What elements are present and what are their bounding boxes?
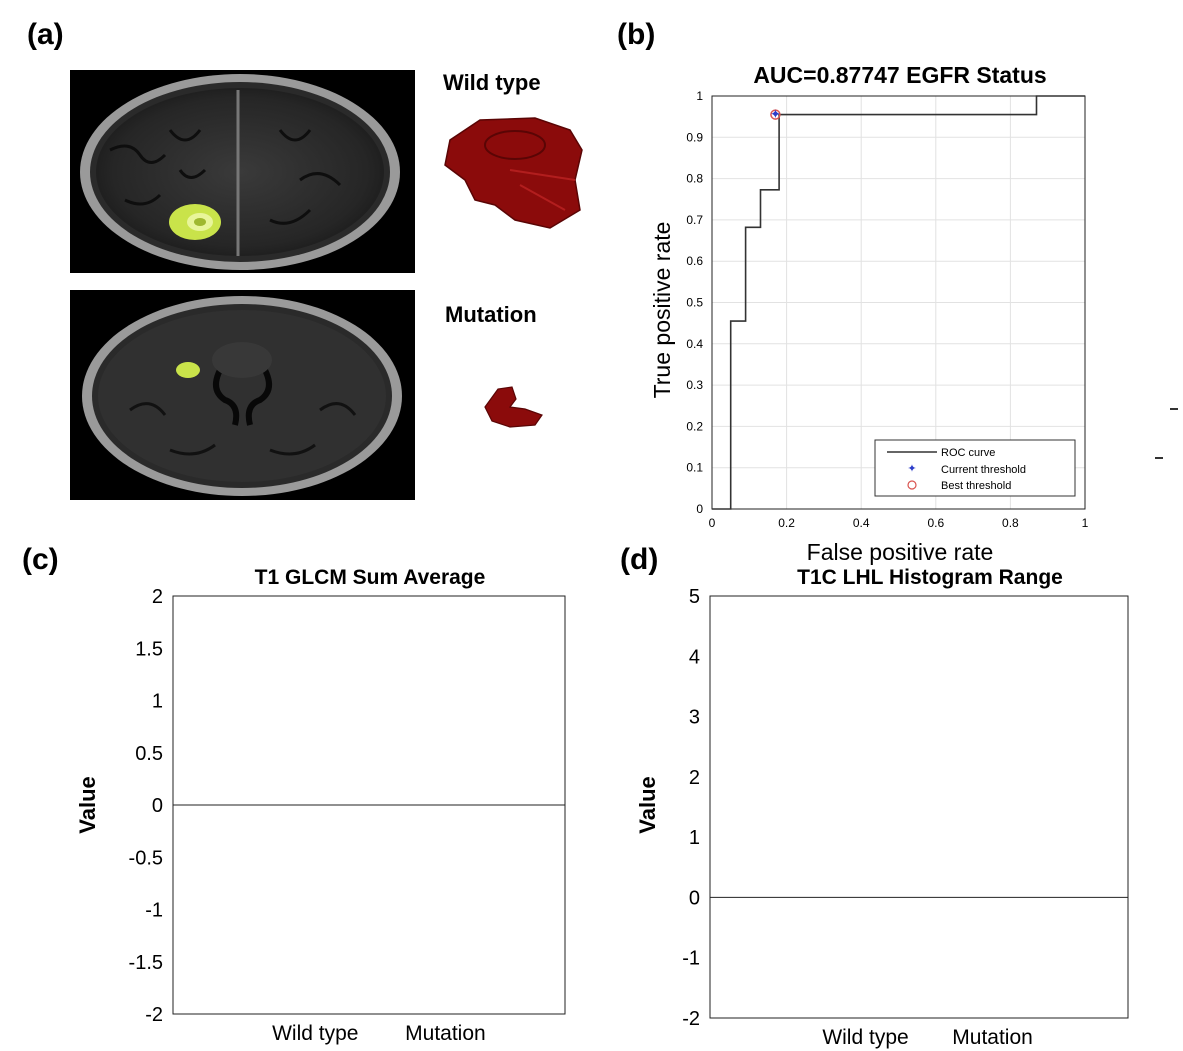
- label-wild-type: Wild type: [443, 70, 541, 95]
- y-tick-label: 1: [689, 827, 700, 849]
- edge-mark: [1155, 457, 1163, 459]
- y-tick-label: 4: [689, 646, 700, 668]
- glcm-title: T1 GLCM Sum Average: [255, 566, 486, 589]
- roc-threshold-markers: ✦: [770, 107, 781, 122]
- edge-mark: [1170, 408, 1178, 410]
- roc-legend: ROC curve ✦ Current threshold Best threshol…: [874, 439, 1076, 497]
- roc-y-tick-label: 0.6: [686, 254, 703, 268]
- y-tick-label: 2: [689, 767, 700, 789]
- panel-letter-c: (c): [22, 543, 59, 576]
- tumor-highlight-mutation: [176, 362, 200, 378]
- roc-y-tick-label: 0.1: [686, 461, 703, 475]
- glcm-category-labels: Wild type Mutation: [272, 1022, 486, 1045]
- y-tick-label: 2: [152, 586, 163, 608]
- best-threshold-marker: [770, 109, 781, 120]
- y-tick-label: 3: [689, 707, 700, 729]
- mri-slice-mutation: [70, 290, 415, 500]
- legend-current-swatch: ✦: [907, 463, 916, 475]
- y-tick-label: 0.5: [135, 743, 163, 765]
- roc-y-tick-label: 1: [696, 89, 703, 103]
- panel-letter-a: (a): [27, 18, 64, 51]
- roc-y-tick-label: 0.8: [686, 172, 703, 186]
- roc-y-tick-label: 0.2: [686, 419, 703, 433]
- roc-x-axis-label: False positive rate: [807, 539, 994, 565]
- roc-y-tick-label: 0.7: [686, 213, 703, 227]
- y-tick-label: -1: [145, 900, 163, 922]
- label-mutation: Mutation: [445, 302, 537, 327]
- roc-y-tick-label: 0.9: [686, 130, 703, 144]
- roc-y-tick-label: 0.5: [686, 296, 703, 310]
- y-tick-label: 5: [689, 586, 700, 608]
- histogram-category-labels: Wild type Mutation: [822, 1026, 1033, 1049]
- glcm-y-axis-label: Value: [75, 776, 100, 833]
- category-label: Mutation: [405, 1022, 486, 1045]
- roc-y-tick-label: 0.3: [686, 378, 703, 392]
- roc-x-ticks: 0 0.2 0.4 0.6 0.8 1: [709, 516, 1089, 530]
- tumor-highlight-wild-type: [169, 204, 221, 240]
- y-tick-label: 0: [152, 795, 163, 817]
- roc-y-axis-label: True positive rate: [649, 222, 675, 399]
- bar-chart-glcm: T1 GLCM Sum Average -2 -1.5 -1 -0.5 0 0.5 1 1.5…: [75, 566, 566, 1045]
- roc-curve-line: [712, 95, 1085, 510]
- tumor-3d-wild-type: [444, 117, 583, 229]
- legend-roc-label: ROC curve: [941, 447, 995, 459]
- y-tick-label: -2: [145, 1004, 163, 1026]
- category-label: Wild type: [822, 1026, 908, 1049]
- roc-chart: AUC=0.87747 EGFR Status 0 0.2 0.4 0.6 0.8 1 0…: [649, 62, 1089, 565]
- roc-title: AUC=0.87747 EGFR Status: [753, 62, 1046, 88]
- roc-x-tick-label: 0.2: [778, 516, 795, 530]
- bar-chart-histogram: T1C LHL Histogram Range -2 -1 0 1 2 3 4 5 Wild …: [635, 566, 1129, 1049]
- y-tick-label: -1: [682, 948, 700, 970]
- roc-y-tick-label: 0: [696, 502, 703, 516]
- y-tick-label: -0.5: [129, 847, 163, 869]
- y-tick-label: 1.5: [135, 638, 163, 660]
- category-label: Mutation: [952, 1026, 1033, 1049]
- histogram-y-axis-label: Value: [635, 776, 660, 833]
- roc-plot-frame: [711, 95, 1086, 510]
- legend-best-swatch: [907, 480, 917, 490]
- roc-x-tick-label: 0.4: [853, 516, 870, 530]
- roc-x-tick-label: 1: [1082, 516, 1089, 530]
- panel-letter-b: (b): [617, 18, 656, 51]
- mri-slice-wild-type: [70, 70, 415, 273]
- legend-best-label: Best threshold: [941, 480, 1011, 492]
- legend-current-label: Current threshold: [941, 464, 1026, 476]
- roc-x-tick-label: 0.6: [927, 516, 944, 530]
- roc-x-tick-label: 0: [709, 516, 716, 530]
- y-tick-label: 0: [689, 887, 700, 909]
- histogram-title: T1C LHL Histogram Range: [797, 566, 1063, 589]
- y-tick-label: -2: [682, 1008, 700, 1030]
- y-tick-label: 1: [152, 691, 163, 713]
- current-threshold-marker: ✦: [770, 107, 781, 122]
- glcm-y-ticks: -2 -1.5 -1 -0.5 0 0.5 1 1.5 2: [129, 586, 179, 1026]
- category-label: Wild type: [272, 1022, 358, 1045]
- y-tick-label: -1.5: [129, 952, 163, 974]
- roc-y-tick-label: 0.4: [686, 337, 703, 351]
- panel-letter-d: (d): [620, 543, 659, 576]
- tumor-3d-mutation: [484, 386, 543, 428]
- roc-x-tick-label: 0.8: [1002, 516, 1019, 530]
- roc-y-ticks: 0 0.1 0.2 0.3 0.4 0.5 0.6 0.7 0.8 0.9 1: [686, 89, 703, 516]
- bar-plot-frame: [709, 595, 1129, 1019]
